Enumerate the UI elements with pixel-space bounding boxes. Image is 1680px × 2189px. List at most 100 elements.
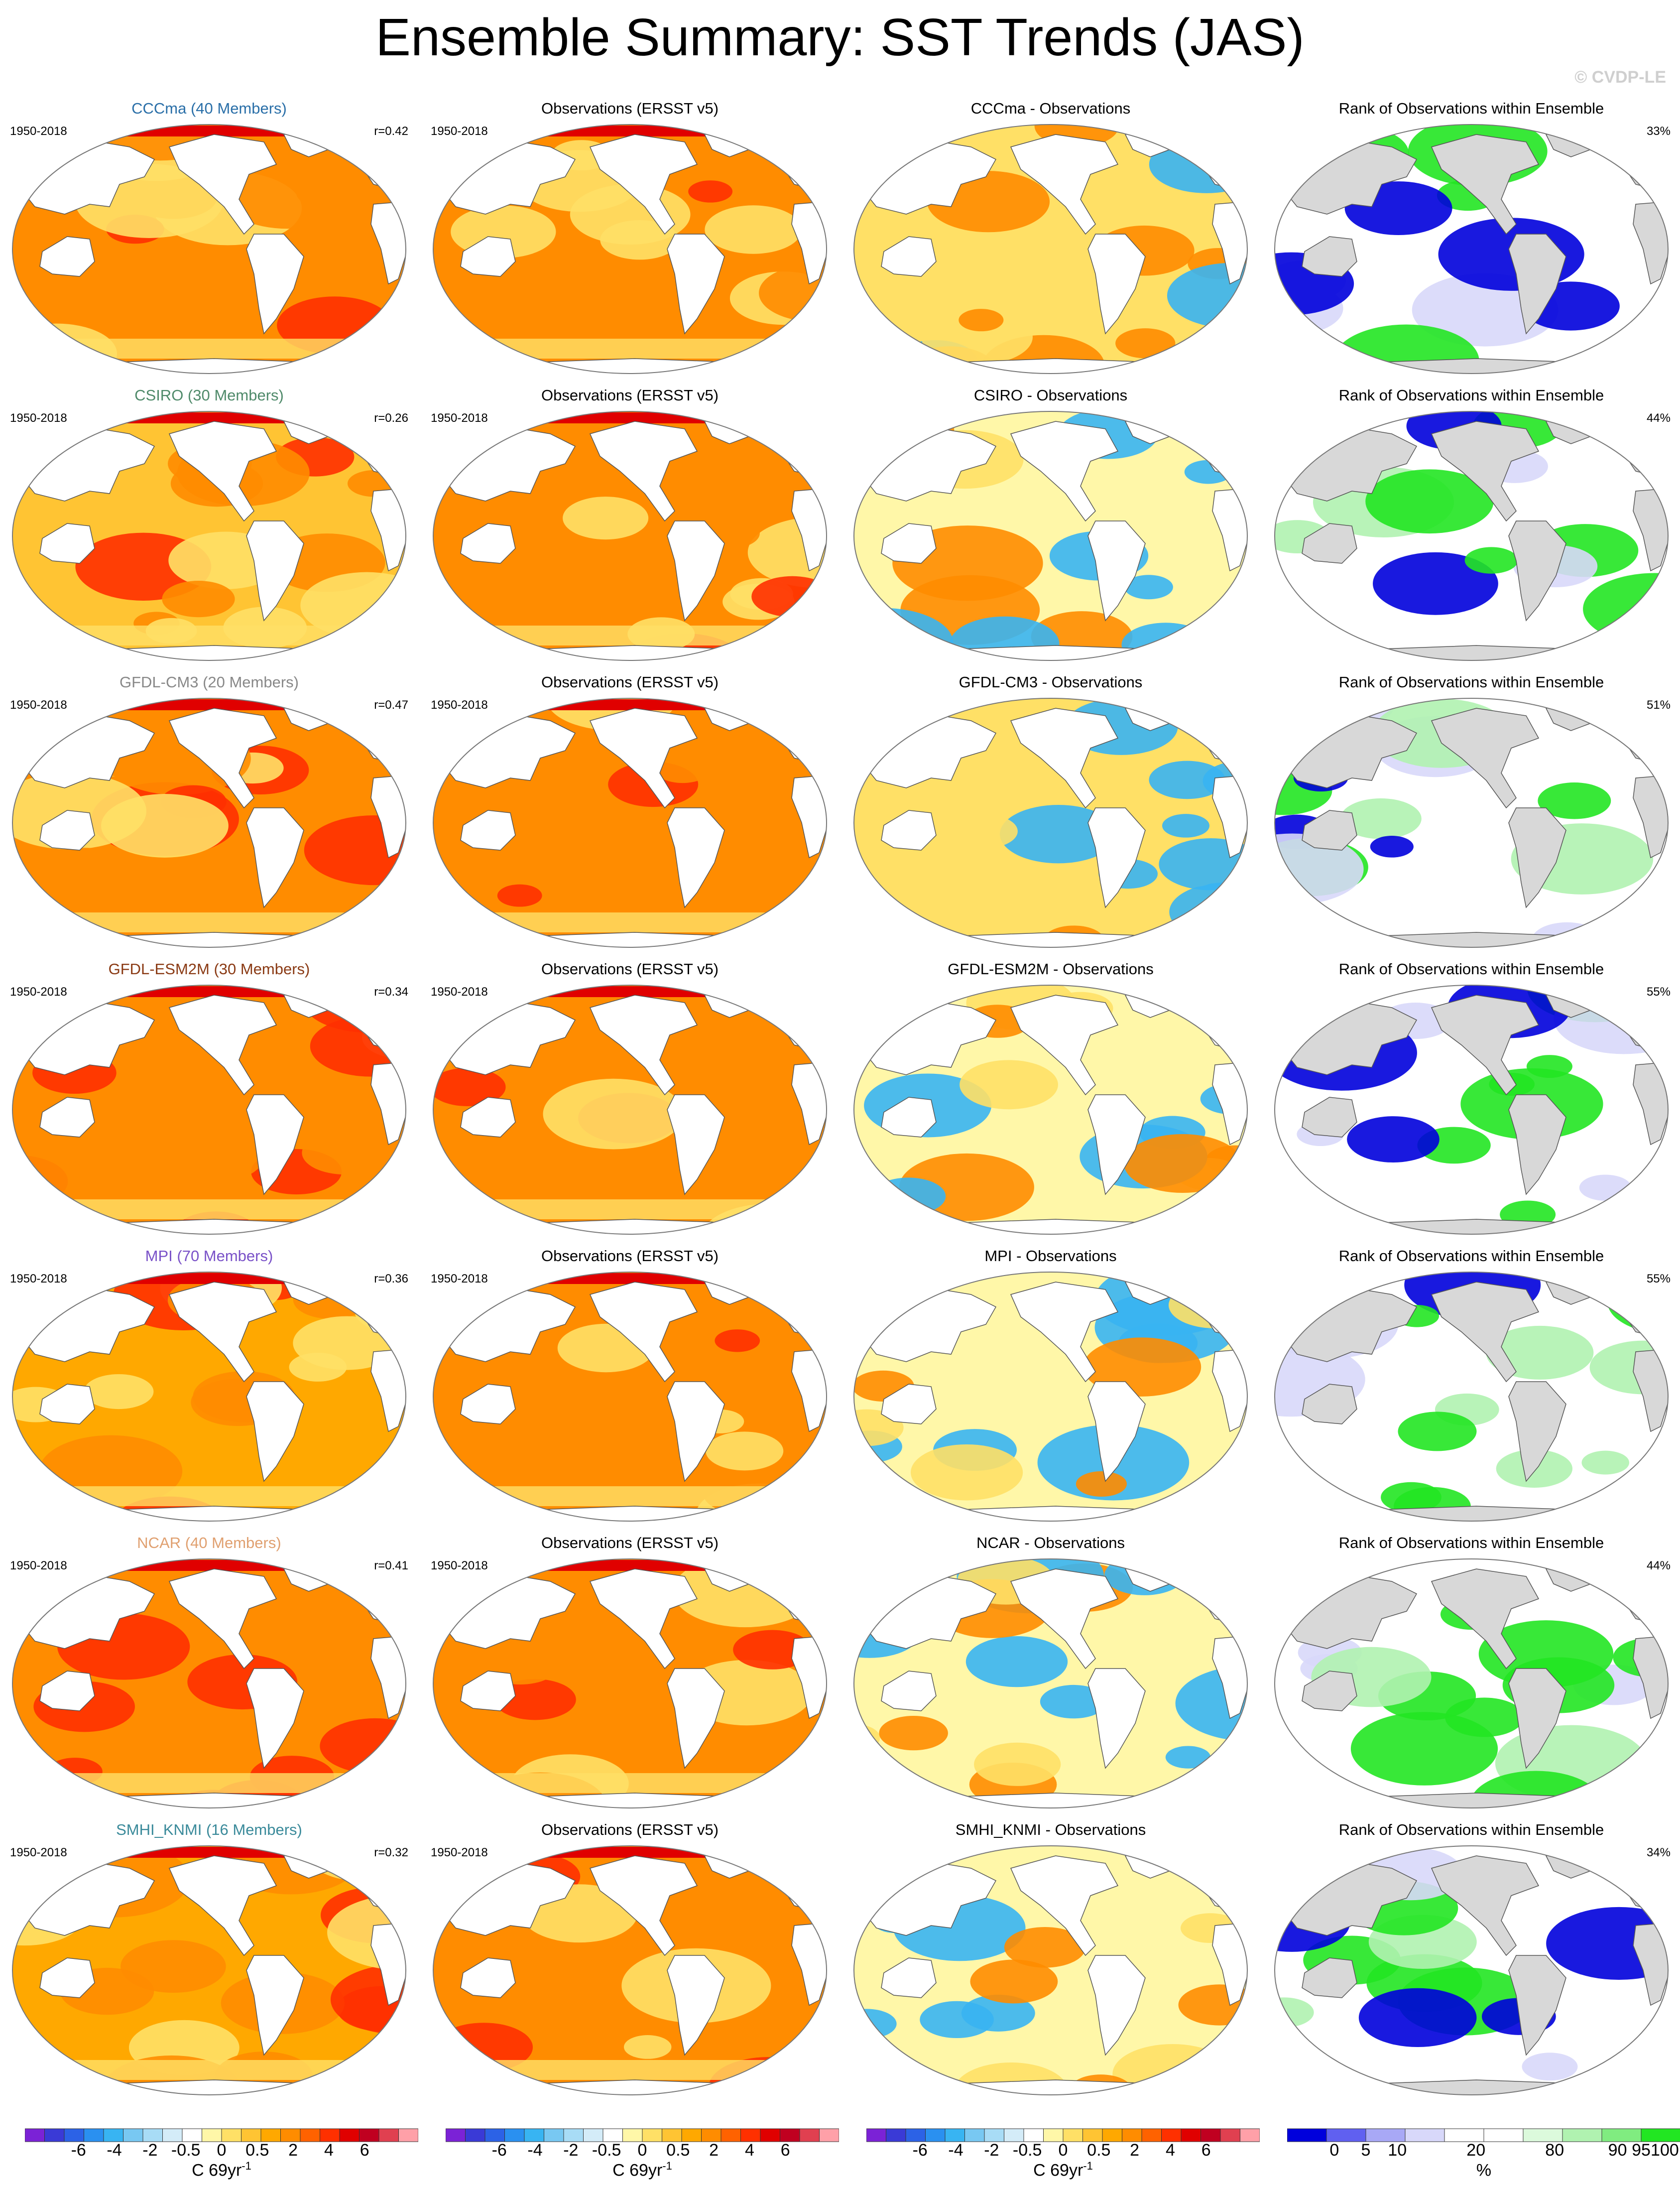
field-anomaly	[1040, 1684, 1107, 1719]
world-map	[433, 1845, 827, 2095]
colorbar-unit: C 69yr-1	[25, 2160, 418, 2180]
field-anomaly	[911, 1444, 1023, 1501]
pattern-correlation-label: r=0.36	[374, 1272, 408, 1286]
map-border	[433, 411, 827, 661]
map-panel-rank: Rank of Observations within Ensemble 44%	[1267, 1534, 1676, 1813]
field-anomaly	[1076, 1471, 1127, 1497]
field-anomaly	[705, 205, 802, 254]
field-anomaly	[854, 221, 887, 253]
field-anomaly	[449, 608, 514, 641]
colorbar-tick-label: -0.5	[592, 2141, 621, 2159]
pattern-correlation-label: r=0.32	[374, 1846, 408, 1859]
map-panel-rank: Rank of Observations within Ensemble 55%	[1267, 960, 1676, 1239]
colorbar-swatch	[1562, 2128, 1602, 2142]
map-panel-model: CSIRO (30 Members) 1950-2018 r=0.26	[5, 386, 413, 665]
pattern-correlation-label: r=0.47	[374, 698, 408, 712]
field-anomaly	[1464, 547, 1518, 574]
period-label: 1950-2018	[10, 125, 67, 138]
field-anomaly	[921, 309, 1033, 365]
rank-colorbar: 0 5 10 20 80 90 95 100%	[1287, 2127, 1680, 2180]
colorbar-tick-label: 0.5	[245, 2141, 269, 2159]
panel-title: Observations (ERSST v5)	[541, 1247, 719, 1265]
colorbar-swatch	[44, 2128, 65, 2142]
colorbar-tick-label: -6	[71, 2141, 86, 2159]
map-border	[853, 698, 1248, 948]
map-panel-obs: Observations (ERSST v5) 1950-2018	[426, 673, 834, 952]
colorbar-swatch	[1287, 2128, 1327, 2142]
field-anomaly	[494, 1679, 576, 1720]
field-anomaly	[1275, 833, 1364, 905]
panel-title: Rank of Observations within Ensemble	[1338, 960, 1604, 978]
period-label: 1950-2018	[10, 1846, 67, 1859]
trend-colorbar: -6 -4 -2 -0.5 0 0.5 2 4 6 C 69yr-1	[445, 2127, 840, 2180]
period-label: 1950-2018	[431, 1559, 488, 1572]
panel-title: SMHI_KNMI (16 Members)	[116, 1821, 302, 1838]
map-border	[12, 985, 406, 1235]
field-anomaly	[58, 848, 112, 875]
colorbar-swatch	[1523, 2128, 1563, 2142]
field-anomaly	[1124, 1134, 1242, 1193]
colorbar-swatch	[339, 2128, 360, 2142]
arctic-band	[433, 986, 827, 997]
colorbar-swatch	[359, 2128, 379, 2142]
colorbar-swatch	[320, 2128, 340, 2142]
world-map	[853, 698, 1248, 948]
panel-title: Rank of Observations within Ensemble	[1338, 1821, 1604, 1838]
world-map	[853, 1845, 1248, 2095]
southern-ocean-band	[433, 339, 827, 359]
colorbar-swatch	[681, 2128, 702, 2142]
panel-title: CSIRO (30 Members)	[134, 386, 284, 404]
colorbar-swatch	[760, 2128, 780, 2142]
field-anomaly	[791, 1868, 827, 1906]
southern-ocean-band	[12, 2060, 406, 2080]
field-anomaly	[600, 220, 680, 260]
field-anomaly	[523, 2033, 570, 2057]
colorbar-swatch	[583, 2128, 603, 2142]
panel-title: Observations (ERSST v5)	[541, 960, 719, 978]
colorbar-tick-label: -2	[563, 2141, 578, 2159]
map-panel-model: MPI (70 Members) 1950-2018 r=0.36	[5, 1247, 413, 1526]
field-anomaly	[769, 411, 827, 439]
panel-title: Observations (ERSST v5)	[541, 100, 719, 117]
map-panel-diff: NCAR - Observations	[846, 1534, 1255, 1813]
southern-ocean-band	[433, 626, 827, 645]
field-anomaly	[162, 581, 235, 618]
colorbar-swatch	[300, 2128, 320, 2142]
field-anomaly	[798, 698, 827, 721]
colorbar-swatch	[1004, 2128, 1024, 2142]
colorbar-swatch	[1141, 2128, 1162, 2142]
world-map	[433, 1272, 827, 1522]
field-anomaly	[1124, 575, 1173, 600]
field-anomaly	[623, 2035, 672, 2059]
colorbar-swatches: -6 -4 -2 -0.5 0 0.5 2 4 6	[866, 2128, 1260, 2160]
colorbar-swatches: 0 5 10 20 80 90 95 100	[1287, 2128, 1680, 2160]
southern-ocean-band	[12, 339, 406, 359]
colorbar-swatch	[1220, 2128, 1240, 2142]
arctic-band	[433, 1560, 827, 1571]
colorbar-swatch	[484, 2128, 505, 2142]
period-label: 1950-2018	[431, 985, 488, 999]
arctic-band	[433, 1847, 827, 1858]
map-border	[12, 1558, 406, 1808]
field-anomaly	[433, 555, 501, 602]
colorbar-swatch	[1043, 2128, 1064, 2142]
map-border	[12, 698, 406, 948]
panel-title: CCCma (40 Members)	[131, 100, 287, 117]
field-anomaly	[1579, 1174, 1632, 1201]
panel-title: Rank of Observations within Ensemble	[1338, 673, 1604, 691]
colorbar-tick-label: 10	[1388, 2141, 1407, 2159]
field-anomaly	[949, 814, 1018, 849]
field-anomaly	[1121, 623, 1210, 660]
rank-percent-label: 44%	[1646, 1559, 1671, 1572]
colorbar-swatch	[945, 2128, 965, 2142]
colorbar-tick-label: 0.5	[666, 2141, 690, 2159]
panel-title: CCCma - Observations	[970, 100, 1131, 117]
colorbar-swatch	[622, 2128, 643, 2142]
world-map	[1274, 1845, 1669, 2095]
arctic-band	[12, 986, 406, 997]
field-anomaly	[1556, 933, 1629, 947]
colorbar-swatch	[905, 2128, 926, 2142]
map-panel-model: NCAR (40 Members) 1950-2018 r=0.41	[5, 1534, 413, 1813]
field-anomaly	[854, 1409, 904, 1446]
colorbar-swatch	[720, 2128, 741, 2142]
